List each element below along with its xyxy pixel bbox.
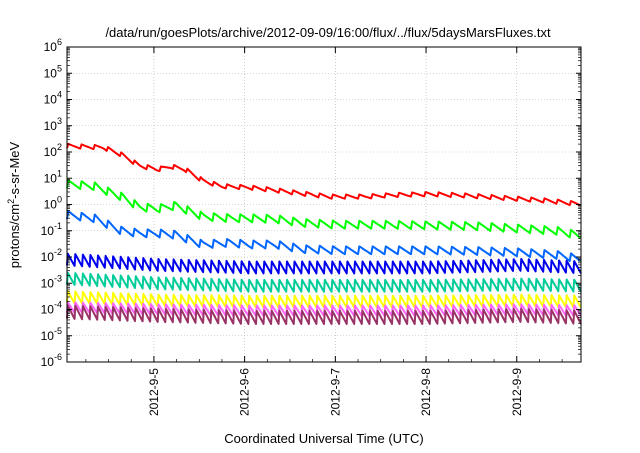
series-line-1 xyxy=(66,142,581,207)
chart-title: /data/run/goesPlots/archive/2012-09-09/1… xyxy=(105,25,551,40)
series-layer xyxy=(66,142,582,325)
x-tick-label: 2012-9-8 xyxy=(419,368,433,416)
y-tick-label: 105 xyxy=(44,63,62,80)
y-tick-label: 101 xyxy=(44,168,62,185)
y-tick-label: 10-2 xyxy=(41,247,62,264)
series-line-3 xyxy=(66,210,581,262)
series-line-8 xyxy=(66,304,582,325)
y-tick-label: 10-1 xyxy=(41,221,62,238)
y-tick-label: 100 xyxy=(44,195,62,212)
y-tick-label: 10-6 xyxy=(41,352,62,369)
y-axis-label-rest: -s-sr-MeV xyxy=(7,141,22,198)
y-tick-label: 10-5 xyxy=(41,326,62,343)
y-tick-label: 102 xyxy=(44,142,62,159)
x-tick-label: 2012-9-5 xyxy=(147,368,161,416)
y-axis: 10-6 10-5 10-4 10-3 10-2 10-1 100 101 102 103 104 1… xyxy=(41,37,581,369)
x-tick-label: 2012-9-9 xyxy=(510,368,524,416)
y-tick-label: 104 xyxy=(44,90,62,107)
y-axis-label-sup: 2 xyxy=(6,199,16,204)
x-axis: 2012-9-5 2012-9-6 2012-9-7 2012-9-8 2012-9-9 xyxy=(85,47,563,416)
y-tick-label: 10-4 xyxy=(41,300,62,317)
y-tick-label: 106 xyxy=(44,37,62,54)
y-axis-label: protons/cm2-s-sr-MeV xyxy=(6,141,22,268)
y-axis-label-base: protons/cm xyxy=(7,204,22,268)
x-axis-label: Coordinated Universal Time (UTC) xyxy=(224,431,423,446)
y-tick-label: 103 xyxy=(44,116,62,133)
x-tick-label: 2012-9-7 xyxy=(328,368,342,416)
y-tick-label: 10-3 xyxy=(41,273,62,290)
series-line-4 xyxy=(66,252,582,275)
series-line-5 xyxy=(66,271,582,293)
x-tick-label: 2012-9-6 xyxy=(238,368,252,416)
series-line-2 xyxy=(66,179,581,239)
